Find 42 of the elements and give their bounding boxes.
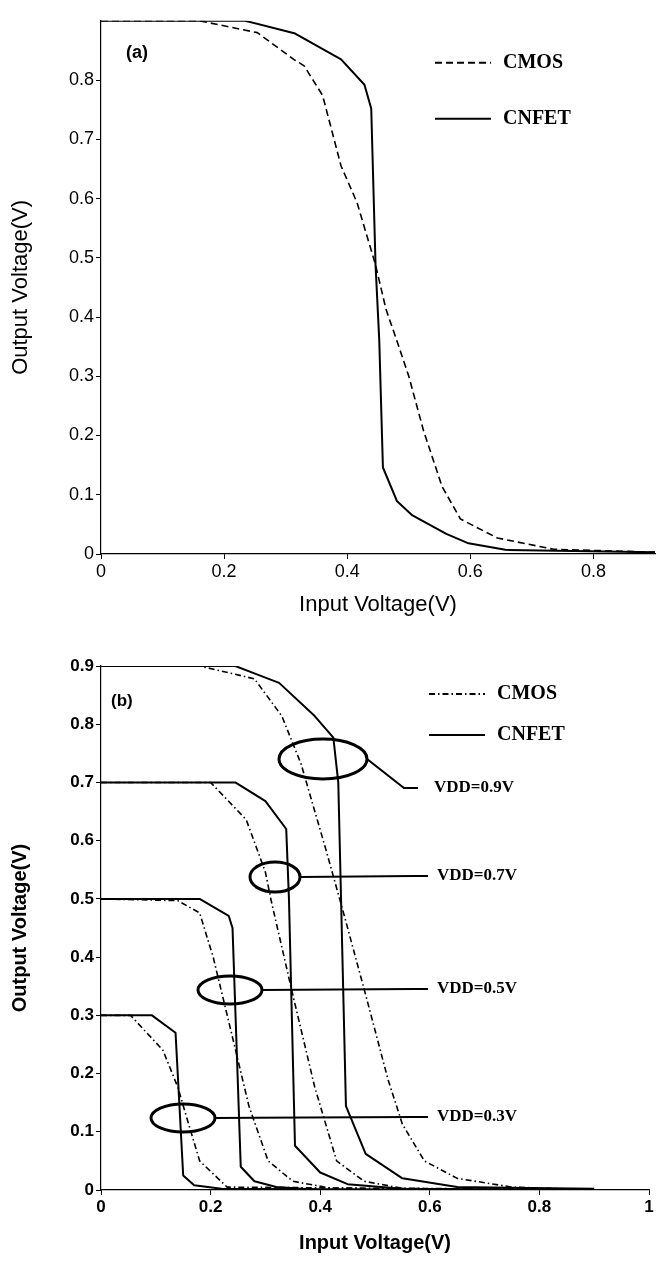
legend-label: CNFET: [503, 105, 572, 128]
y-axis-title: Output Voltage(V): [7, 843, 30, 1013]
x-tick-label: 0.2: [211, 560, 237, 581]
x-axis-title: Input Voltage(V): [299, 590, 457, 616]
annotation: VDD=0.3V: [437, 1106, 518, 1126]
x-tick-label: 1: [644, 1196, 654, 1216]
annotation: VDD=0.7V: [437, 865, 518, 885]
y-tick-label: 0.5: [68, 246, 94, 267]
y-tick-label: 0.4: [70, 946, 95, 966]
y-tick-label: 0.1: [70, 1121, 94, 1141]
annotation: VDD=0.5V: [437, 978, 518, 998]
x-tick-label: 0.8: [527, 1196, 552, 1216]
legend-label: CMOS: [497, 681, 557, 704]
legend-label: CMOS: [503, 49, 563, 72]
y-tick-label: 0.8: [70, 713, 94, 733]
x-tick-label: 0.6: [417, 1196, 442, 1216]
y-tick-label: 0.4: [68, 305, 94, 326]
y-tick-label: 0.5: [70, 888, 94, 908]
y-tick-label: 0.7: [68, 128, 94, 149]
y-axis-title: Output Voltage(V): [7, 199, 33, 375]
x-tick-label: 0.4: [308, 1196, 333, 1216]
annotation: (b): [111, 690, 133, 710]
annotation: (a): [126, 41, 148, 62]
y-tick-label: 0.2: [70, 1063, 94, 1083]
legend-label: CNFET: [497, 722, 566, 745]
y-tick-label: 0.3: [70, 1005, 94, 1025]
y-tick-label: 0.1: [68, 483, 94, 504]
y-tick-label: 0.2: [68, 424, 94, 445]
x-axis-title: Input Voltage(V): [299, 1230, 451, 1253]
y-tick-label: 0.8: [68, 69, 94, 90]
x-tick-label: 0.2: [198, 1196, 223, 1216]
y-tick-label: 0.3: [68, 365, 94, 386]
y-tick-label: 0.6: [68, 187, 94, 208]
y-tick-label: 0: [83, 542, 94, 563]
y-tick-label: 0: [84, 1179, 94, 1199]
x-tick-label: 0.4: [334, 560, 360, 581]
x-tick-label: 0.8: [580, 560, 606, 581]
y-tick-label: 0.6: [70, 830, 94, 850]
y-tick-label: 0.7: [70, 772, 94, 792]
annotation: VDD=0.9V: [434, 777, 515, 797]
x-tick-label: 0.6: [457, 560, 483, 581]
y-tick-label: 0.9: [70, 655, 94, 675]
